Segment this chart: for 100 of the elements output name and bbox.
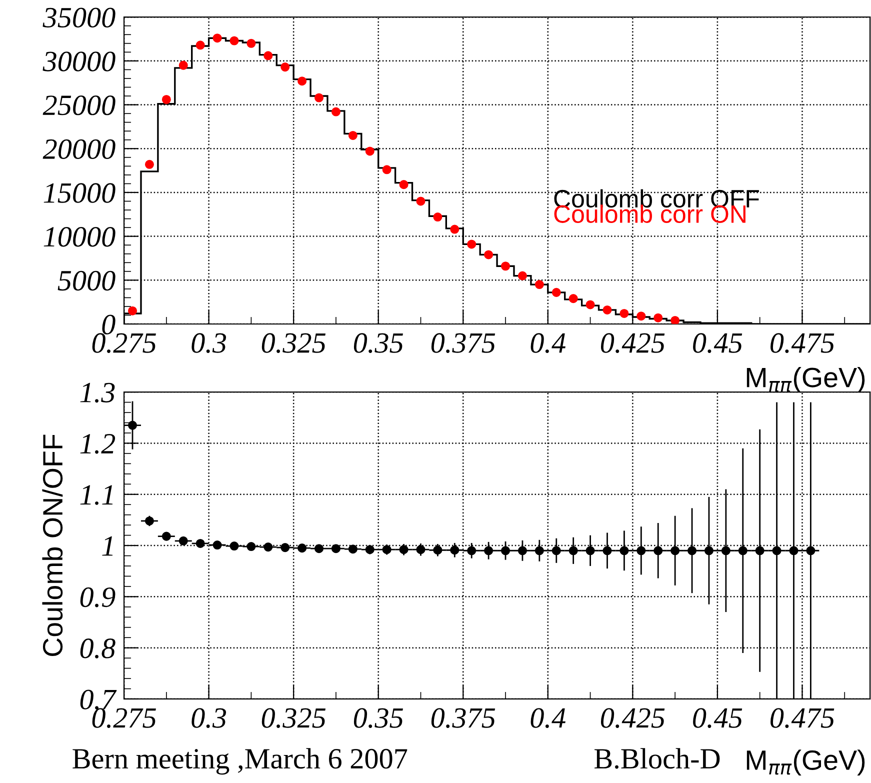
point xyxy=(331,544,340,554)
x-tick-label: 0.45 xyxy=(693,708,742,728)
point xyxy=(298,76,307,86)
point xyxy=(586,546,595,556)
x-tick-label: 0.425 xyxy=(600,708,665,728)
y-tick-label: 0.8 xyxy=(80,638,116,658)
point xyxy=(348,544,358,554)
x-tick-label: 0.275 xyxy=(92,708,156,728)
point xyxy=(602,305,612,314)
x-tick-label: 0.35 xyxy=(354,708,404,728)
y-tick-label: 0 xyxy=(102,314,116,334)
point xyxy=(568,294,578,304)
x-axis-title: M$_{ππ}$(GeV) xyxy=(746,366,865,393)
point xyxy=(636,546,646,556)
point xyxy=(365,545,374,554)
point xyxy=(670,546,680,556)
point xyxy=(467,546,476,556)
x-tick-label: 0.4 xyxy=(530,708,566,728)
point xyxy=(280,543,290,552)
y-tick-label: 15000 xyxy=(44,183,116,203)
point xyxy=(534,280,544,290)
point xyxy=(654,546,663,556)
x-tick-label: 0.475 xyxy=(770,708,834,728)
x-tick-label: 0.375 xyxy=(431,333,496,353)
point xyxy=(144,516,154,526)
text: B.Bloch-D xyxy=(594,748,720,769)
point xyxy=(450,546,460,555)
point xyxy=(806,546,816,556)
point xyxy=(264,51,273,60)
y-tick-label: 5000 xyxy=(58,270,116,291)
point xyxy=(144,160,154,169)
point xyxy=(128,420,138,430)
x-tick-label: 0.375 xyxy=(431,708,496,728)
point xyxy=(433,212,442,222)
point xyxy=(552,546,561,556)
y-tick-label: 30000 xyxy=(42,52,116,72)
point xyxy=(772,546,782,556)
point xyxy=(433,546,442,555)
text: Bern meeting ,March 6 2007 xyxy=(72,748,408,775)
point xyxy=(518,271,527,280)
x-tick-label: 0.4 xyxy=(530,333,566,353)
point xyxy=(484,546,494,556)
point xyxy=(162,94,171,104)
point xyxy=(586,300,595,310)
point xyxy=(670,316,680,324)
y-tick-label: 1 xyxy=(102,536,113,556)
point xyxy=(382,545,392,554)
point xyxy=(484,250,494,260)
point xyxy=(314,93,324,102)
x-tick-label: 0.3 xyxy=(192,333,226,353)
point xyxy=(314,544,324,554)
point xyxy=(450,224,460,234)
y-tick-label: 20000 xyxy=(42,139,116,160)
point xyxy=(196,538,205,548)
point xyxy=(518,546,527,556)
point xyxy=(382,165,392,174)
point xyxy=(501,546,510,556)
point xyxy=(178,536,188,546)
point xyxy=(602,546,612,556)
point xyxy=(467,240,476,249)
point xyxy=(128,306,138,316)
point xyxy=(688,546,697,556)
point xyxy=(246,542,256,552)
x-tick-label: 0.425 xyxy=(600,333,665,353)
point xyxy=(501,262,510,271)
point xyxy=(399,180,408,190)
point xyxy=(280,62,290,72)
point xyxy=(534,546,544,556)
point xyxy=(636,312,646,321)
y-tick-label: 0.7 xyxy=(80,690,117,710)
point xyxy=(162,532,171,541)
point xyxy=(230,542,239,551)
point xyxy=(264,542,273,552)
point xyxy=(196,40,205,50)
point xyxy=(212,540,222,550)
point xyxy=(416,545,426,554)
y-tick-label: 0.9 xyxy=(80,587,116,608)
x-tick-label: 0.275 xyxy=(92,333,156,353)
y-tick-label: 1.2 xyxy=(80,434,116,454)
point xyxy=(654,313,663,322)
point xyxy=(399,545,408,554)
point xyxy=(620,308,629,318)
y-tick-label: 1.3 xyxy=(80,382,115,403)
x-axis-title: M$_{ππ}$(GeV) xyxy=(746,750,865,776)
point xyxy=(331,107,340,116)
y-tick-label: 25000 xyxy=(42,95,116,116)
point xyxy=(704,546,714,556)
point xyxy=(552,288,561,297)
point xyxy=(212,34,222,43)
point xyxy=(246,38,256,48)
point xyxy=(789,546,798,556)
x-tick-label: 0.475 xyxy=(770,333,834,353)
x-tick-label: 0.35 xyxy=(354,333,404,353)
y-tick-label: 1.1 xyxy=(80,485,113,505)
point xyxy=(738,546,748,556)
x-tick-label: 0.325 xyxy=(262,333,326,353)
point xyxy=(298,544,307,553)
point xyxy=(230,36,239,46)
point xyxy=(755,546,764,556)
x-tick-label: 0.3 xyxy=(192,708,226,728)
